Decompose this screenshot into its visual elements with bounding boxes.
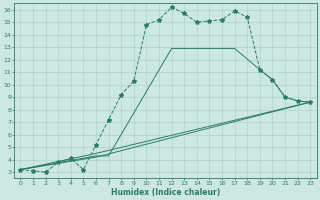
X-axis label: Humidex (Indice chaleur): Humidex (Indice chaleur) (111, 188, 220, 197)
